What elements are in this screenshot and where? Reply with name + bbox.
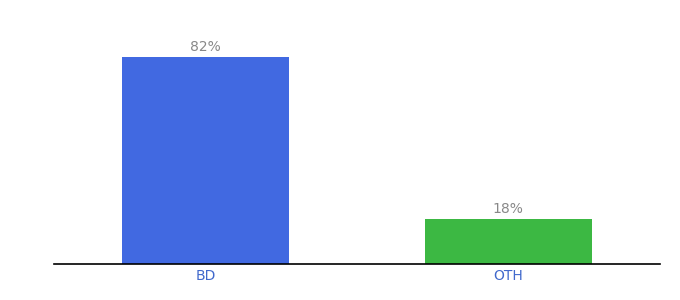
Bar	[425, 218, 592, 264]
Text: 18%: 18%	[493, 202, 524, 216]
Text: 82%: 82%	[190, 40, 221, 54]
Bar	[122, 57, 289, 264]
